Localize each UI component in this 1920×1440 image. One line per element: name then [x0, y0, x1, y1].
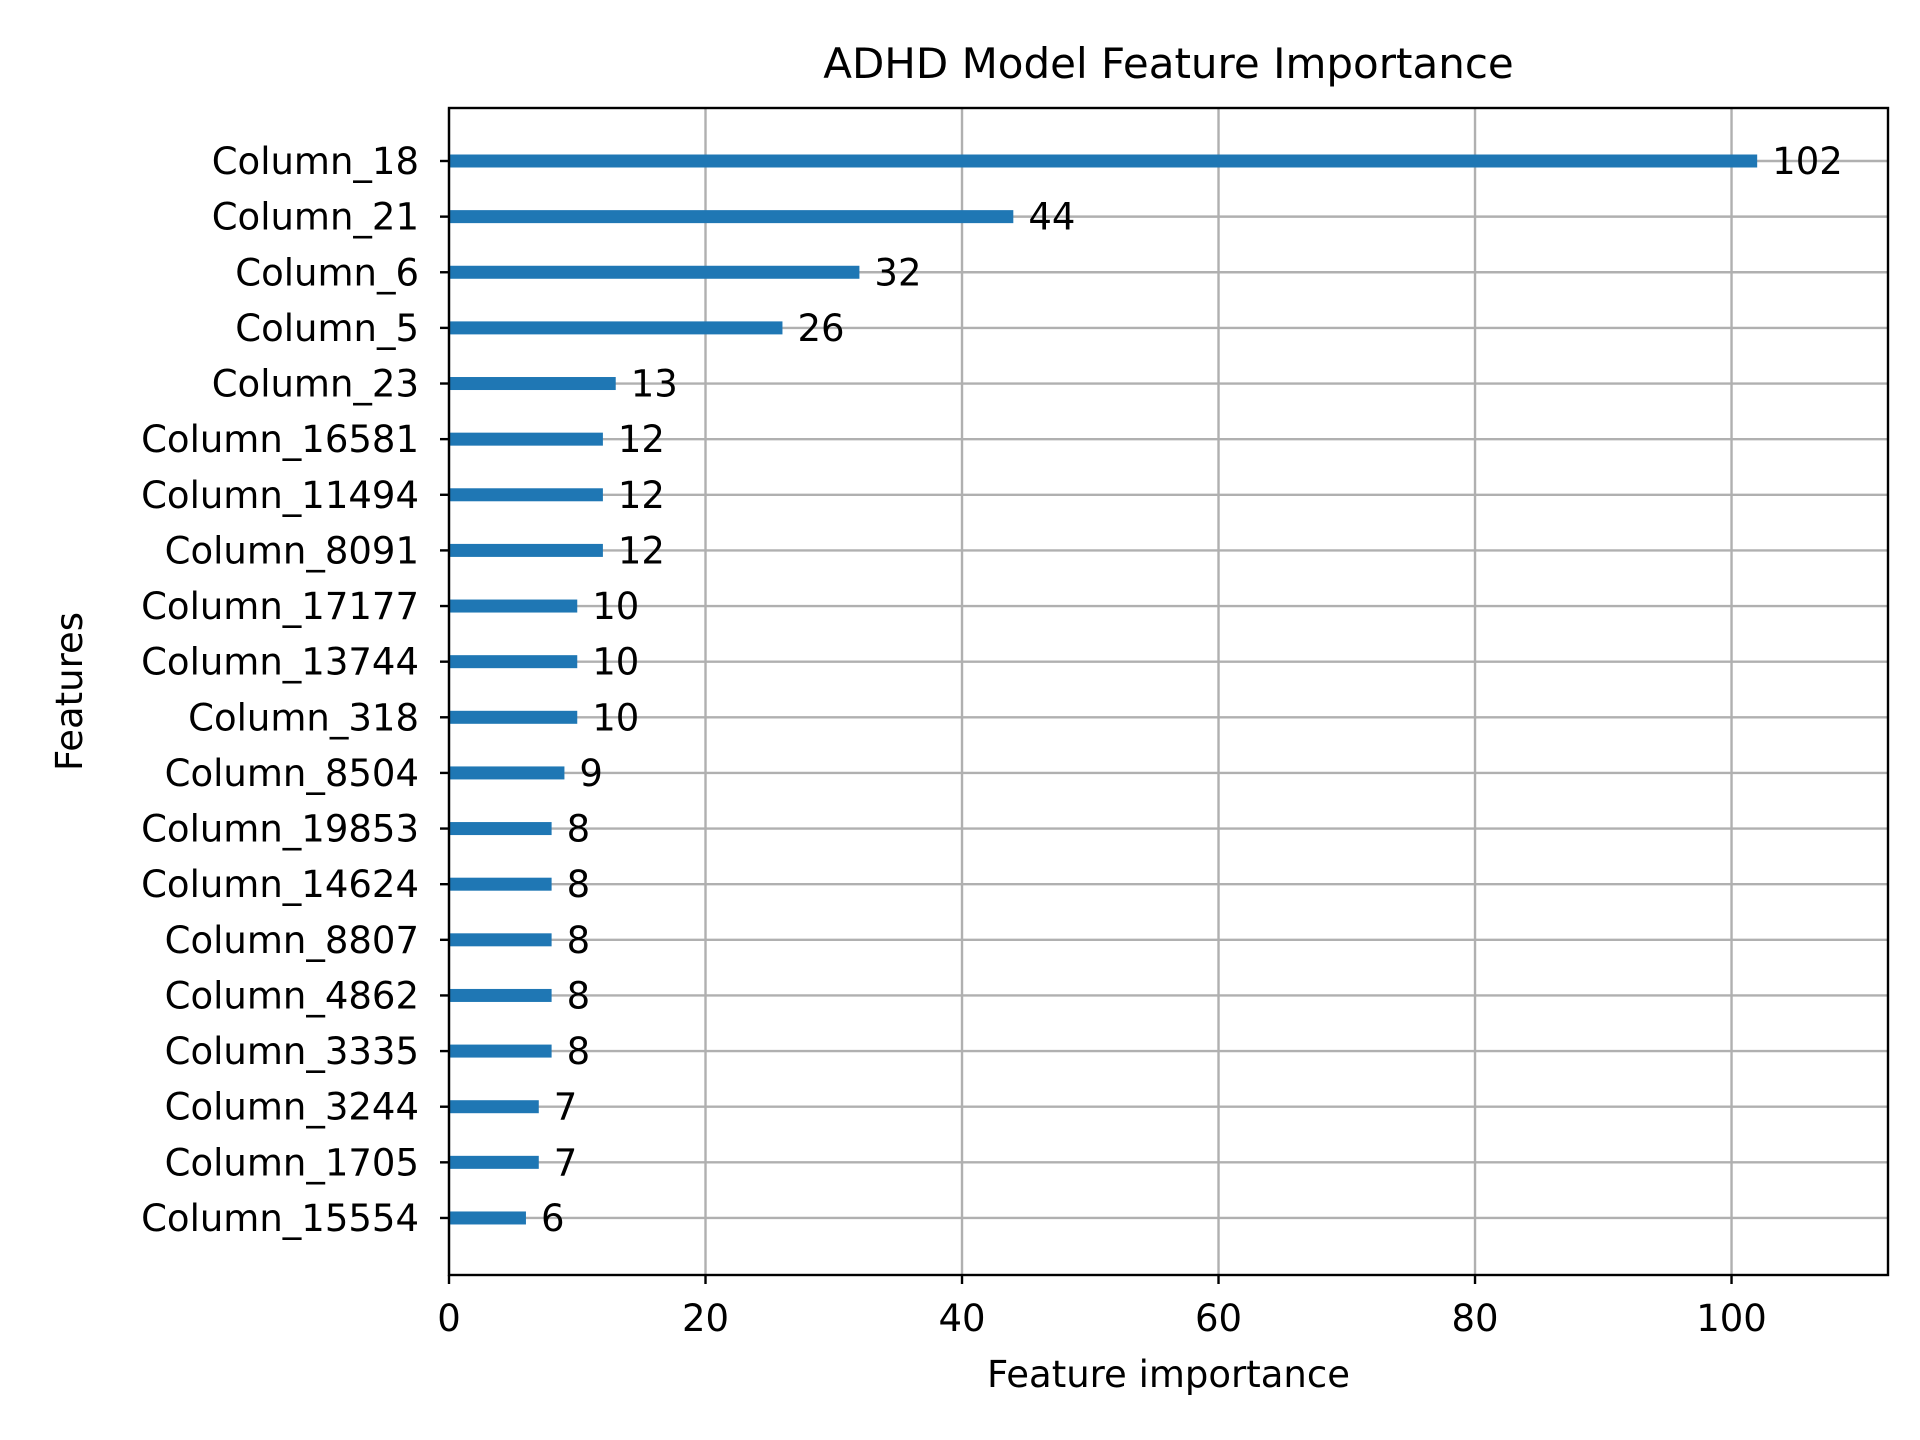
bar — [449, 377, 616, 391]
bar-value-label: 12 — [618, 418, 665, 461]
bar-value-label: 8 — [567, 808, 591, 851]
bar — [449, 655, 578, 669]
bar — [449, 822, 552, 836]
bar — [449, 1211, 526, 1225]
bar — [449, 1044, 552, 1058]
x-tick-label: 20 — [682, 1297, 729, 1340]
y-axis-label: Features — [48, 612, 91, 771]
bar-value-label: 6 — [541, 1197, 565, 1240]
y-tick-label: Column_8504 — [165, 752, 419, 795]
y-tick-label: Column_13744 — [141, 641, 419, 684]
y-tick-label: Column_15554 — [141, 1197, 419, 1240]
bar-value-label: 8 — [567, 974, 591, 1017]
bar — [449, 766, 565, 780]
bar-value-label: 9 — [579, 752, 603, 795]
y-tick-label: Column_11494 — [141, 474, 419, 517]
bar — [449, 543, 603, 557]
chart-title: ADHD Model Feature Importance — [823, 39, 1514, 88]
bar — [449, 599, 578, 613]
x-tick-label: 100 — [1696, 1297, 1767, 1340]
bars-layer — [449, 154, 1758, 1225]
bar — [449, 1155, 539, 1169]
bar — [449, 488, 603, 502]
bar-value-label: 10 — [592, 641, 639, 684]
bar-value-label: 12 — [618, 474, 665, 517]
bar — [449, 154, 1758, 168]
ticks-layer: Column_18 Column_21 Column_6 Column_5 Column… — [141, 140, 1767, 1340]
data-labels-layer: 102 44 32 26 13 12 12 12 10 10 10 9 8 8 8 8 8 7 7 6 — [541, 140, 1843, 1240]
y-tick-label: Column_19853 — [141, 808, 419, 851]
bar — [449, 265, 860, 279]
y-tick-label: Column_21 — [212, 196, 419, 239]
y-tick-label: Column_18 — [212, 140, 419, 183]
x-tick-label: 40 — [938, 1297, 985, 1340]
bar — [449, 988, 552, 1002]
y-tick-label: Column_16581 — [141, 418, 419, 461]
bar-value-label: 8 — [567, 919, 591, 962]
y-tick-label: Column_1705 — [165, 1141, 419, 1184]
y-tick-label: Column_3244 — [165, 1086, 419, 1129]
bar — [449, 877, 552, 891]
bar-value-label: 10 — [592, 585, 639, 628]
bar-value-label: 8 — [567, 1030, 591, 1073]
bar — [449, 210, 1014, 224]
bar-value-label: 7 — [554, 1141, 578, 1184]
bar-value-label: 26 — [797, 307, 844, 350]
y-tick-label: Column_14624 — [141, 863, 419, 906]
bar-value-label: 8 — [567, 863, 591, 906]
y-tick-label: Column_8091 — [165, 529, 419, 572]
y-tick-label: Column_4862 — [165, 974, 419, 1017]
y-tick-label: Column_3335 — [165, 1030, 419, 1073]
y-tick-label: Column_17177 — [141, 585, 419, 628]
y-tick-label: Column_8807 — [165, 919, 419, 962]
bar-value-label: 7 — [554, 1086, 578, 1129]
bar — [449, 933, 552, 947]
x-tick-label: 80 — [1451, 1297, 1498, 1340]
bar-value-label: 13 — [631, 363, 678, 406]
bar — [449, 710, 578, 724]
bar — [449, 321, 783, 335]
bar-value-label: 102 — [1772, 140, 1843, 183]
y-tick-label: Column_6 — [235, 251, 419, 294]
bar-value-label: 10 — [592, 696, 639, 739]
x-axis-label: Feature importance — [987, 1353, 1350, 1396]
y-tick-label: Column_23 — [212, 363, 419, 406]
x-tick-label: 0 — [437, 1297, 461, 1340]
y-tick-label: Column_5 — [235, 307, 419, 350]
bar-value-label: 32 — [874, 251, 921, 294]
bar — [449, 432, 603, 446]
grid-layer — [447, 108, 1888, 1275]
x-tick-label: 60 — [1195, 1297, 1242, 1340]
axes-frame — [447, 106, 1890, 1277]
y-tick-label: Column_318 — [188, 696, 419, 739]
bar-value-label: 12 — [618, 529, 665, 572]
bar — [449, 1100, 539, 1114]
bar-value-label: 44 — [1028, 196, 1075, 239]
